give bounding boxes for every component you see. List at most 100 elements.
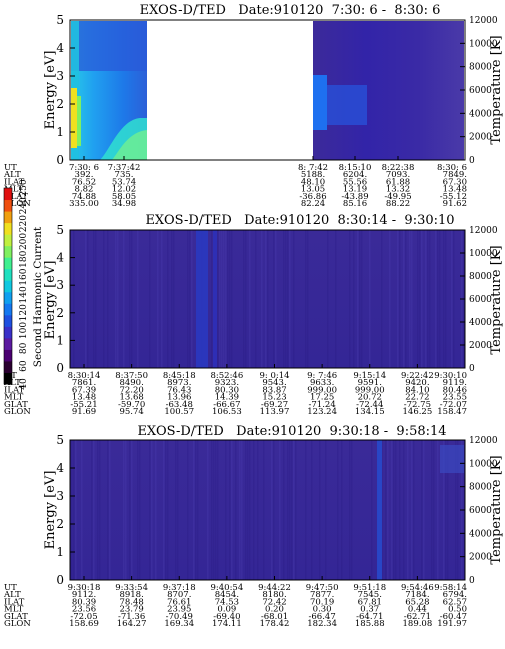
texture-streak <box>123 230 125 368</box>
panel-2-y-tick-label: 4 <box>56 251 64 265</box>
orbit-row-value: 8973. <box>167 378 191 388</box>
orbit-row-value: 8:15:10 <box>339 163 372 173</box>
texture-streak <box>387 440 389 580</box>
colorbar-tick-label: 40 <box>19 378 29 390</box>
orbit-row-value: 15.23 <box>262 393 286 403</box>
orbit-row-value: -72.44 <box>356 400 383 410</box>
colorbar-swatch <box>4 303 12 316</box>
colorbar-swatch <box>4 337 12 350</box>
orbit-row-value: -72.07 <box>440 400 467 410</box>
texture-streak <box>279 440 281 580</box>
texture-streak <box>225 230 227 368</box>
texture-streak <box>325 440 327 580</box>
orbit-row-value: 9:30:18 <box>68 583 101 593</box>
texture-streak <box>231 440 233 580</box>
panel-3-y2-tick-label: 8000 <box>469 483 492 493</box>
orbit-row-value: 80.46 <box>443 385 467 395</box>
orbit-row-label: ILAT <box>4 177 25 187</box>
texture-streak <box>207 440 209 580</box>
panel-2-y2-tick-label: 10000 <box>469 249 498 259</box>
orbit-row-value: 23.56 <box>72 605 96 615</box>
texture-streak <box>359 230 361 368</box>
orbit-row-value: 146.25 <box>403 407 433 417</box>
panel-2-title: EXOS-D/TED Date:910120 8:30:14 - 9:30:10 <box>145 213 454 228</box>
orbit-row-value: 8918. <box>119 590 143 600</box>
texture-streak <box>211 230 213 368</box>
orbit-row-value: 735. <box>115 170 134 180</box>
panel-1-y2-tick-label: 4000 <box>469 109 492 119</box>
panel-2-y2-tick-label: 12000 <box>469 226 498 236</box>
texture-streak <box>457 440 459 580</box>
colorbar-swatch <box>4 360 12 373</box>
texture-streak <box>217 230 219 368</box>
orbit-row-label: GLON <box>4 619 31 629</box>
panel-2-y-tick-label: 5 <box>56 223 64 237</box>
orbit-row-value: 8:45:18 <box>163 371 196 381</box>
texture-streak <box>177 440 179 580</box>
texture-streak <box>427 230 429 368</box>
orbit-row-value: 8454. <box>215 590 239 600</box>
panel-3-y-ticks: 0 1 2 3 4 5 <box>56 433 75 587</box>
texture-streak <box>275 230 277 368</box>
orbit-row-value: -66.67 <box>213 400 240 410</box>
orbit-row-value: -59.70 <box>118 400 145 410</box>
texture-streak <box>261 230 263 368</box>
panel-2-ylabel: Energy [eV] <box>43 261 58 340</box>
orbit-row-value: 76.52 <box>72 177 96 187</box>
texture-streak <box>167 440 169 580</box>
texture-streak <box>271 440 273 580</box>
orbit-row-value: 9:37:18 <box>163 583 196 593</box>
panel-2-bright-band-2 <box>213 230 217 368</box>
texture-streak <box>425 230 427 368</box>
orbit-row-value: 22.72 <box>405 393 429 403</box>
texture-streak <box>103 230 105 368</box>
panel-2-y-tick-label: 3 <box>56 278 64 292</box>
panel-1-y2-tick-label: 12000 <box>469 16 498 26</box>
orbit-row-value: -62.71 <box>404 612 431 622</box>
texture-streak <box>403 440 405 580</box>
texture-streak <box>117 230 119 368</box>
texture-streak <box>193 440 195 580</box>
orbit-row-value: 48.10 <box>301 177 325 187</box>
texture-streak <box>439 230 441 368</box>
orbit-row-value: 91.62 <box>443 199 467 209</box>
texture-streak <box>75 440 77 580</box>
orbit-row-value: 61.88 <box>386 177 410 187</box>
texture-streak <box>187 230 189 368</box>
orbit-row-value: 83.87 <box>262 385 286 395</box>
colorbar-swatch <box>4 314 12 327</box>
texture-streak <box>405 230 407 368</box>
texture-streak <box>421 440 423 580</box>
orbit-row-value: -55.12 <box>440 192 467 202</box>
orbit-row-value: -69.27 <box>261 400 288 410</box>
orbit-row-value: 9:54:46 <box>401 583 434 593</box>
orbit-row-value: 9:58:14 <box>434 583 467 593</box>
orbit-row-value: 9323. <box>215 378 239 388</box>
orbit-row-value: 134.15 <box>355 407 385 417</box>
texture-streak <box>265 230 267 368</box>
orbit-row-value: 7545. <box>358 590 382 600</box>
texture-streak <box>351 440 353 580</box>
texture-streak <box>361 230 363 368</box>
orbit-row-value: 6204. <box>343 170 367 180</box>
orbit-row-value: 80.39 <box>72 597 96 607</box>
orbit-row-value: 0.50 <box>448 605 467 615</box>
panel-3-plot-area <box>70 440 465 580</box>
orbit-row-value: 58.05 <box>112 192 136 202</box>
texture-streak <box>197 440 199 580</box>
panel-2-y-tick-label: 1 <box>56 333 64 347</box>
panel-3-orbit-table: UT 9:30:18 9:33:54 9:37:18 9:40:54 9:44:22 9:4… <box>3 576 467 629</box>
texture-streak <box>445 230 447 368</box>
texture-streak <box>91 440 93 580</box>
orbit-row-value: -66.47 <box>309 612 336 622</box>
panel-1-title: EXOS-D/TED Date:910120 7:30: 6 - 8:30: 6 <box>140 3 441 18</box>
texture-streak <box>327 230 329 368</box>
texture-streak <box>349 440 351 580</box>
orbit-row-value: 8:52:46 <box>210 371 243 381</box>
orbit-row-value: 9591. <box>358 378 382 388</box>
orbit-row-value: 23.95 <box>167 605 191 615</box>
texture-streak <box>167 230 169 368</box>
orbit-row-value: 100.57 <box>164 407 194 417</box>
panel-2-bright-band <box>196 230 208 368</box>
panel-3-y2-tick-label: 2000 <box>469 553 492 563</box>
